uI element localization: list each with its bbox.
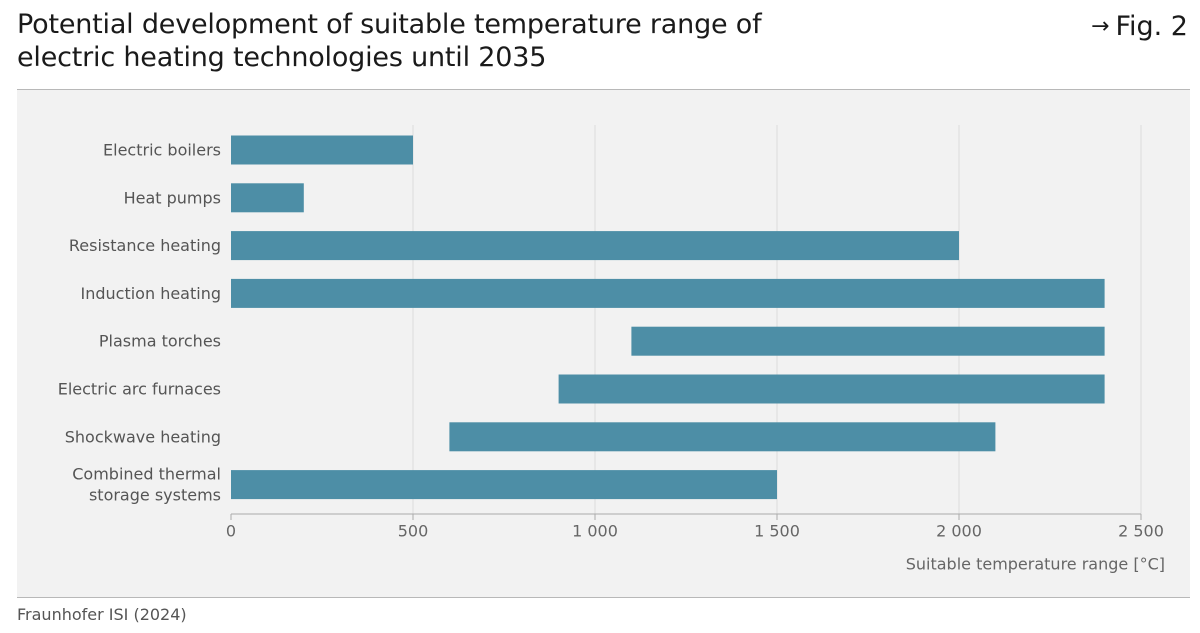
bar-3 (231, 278, 1105, 308)
category-label-1: Heat pumps (124, 188, 221, 207)
bottom-divider (17, 597, 1190, 598)
chart-panel: Electric boilers Heat pumps Resistance hea… (17, 90, 1190, 597)
x-axis-title: Suitable temperature range [°C] (906, 555, 1165, 574)
source-note: Fraunhofer ISI (2024) (17, 605, 187, 624)
category-label-5: Electric arc furnaces (58, 380, 221, 399)
x-tick-label-0: 0 (226, 522, 236, 541)
bar-0 (231, 135, 413, 165)
chart-title: Potential development of suitable temper… (17, 8, 917, 74)
x-tick-label-1: 500 (398, 522, 429, 541)
bar-7 (231, 470, 777, 500)
bar-6 (449, 422, 996, 452)
top-divider (17, 89, 1190, 90)
category-label-0: Electric boilers (103, 141, 221, 160)
range-bar-chart: Electric boilers Heat pumps Resistance hea… (58, 125, 1165, 574)
bar-4 (631, 326, 1105, 356)
figure-label: → Fig. 2 (1091, 10, 1188, 43)
x-tick-label-4: 2 000 (936, 522, 982, 541)
chart-title-line-1: Potential development of suitable temper… (17, 9, 762, 40)
figure-number: Fig. 2 (1115, 11, 1188, 42)
bar-2 (231, 231, 959, 261)
category-label-6: Shockwave heating (65, 427, 221, 446)
category-label-4: Plasma torches (99, 332, 221, 351)
chart-title-line-2: electric heating technologies until 2035 (17, 42, 547, 73)
category-label-3: Induction heating (81, 284, 222, 303)
category-label-7-line-0: Combined thermal (72, 465, 221, 484)
bar-5 (558, 374, 1105, 404)
x-tick-label-5: 2 500 (1118, 522, 1164, 541)
arrow-right-icon: → (1091, 14, 1110, 39)
x-tick-label-3: 1 500 (754, 522, 800, 541)
x-tick-label-2: 1 000 (572, 522, 618, 541)
category-label-2: Resistance heating (69, 236, 221, 255)
category-label-7-line-1: storage systems (89, 486, 221, 505)
bar-1 (231, 183, 304, 213)
